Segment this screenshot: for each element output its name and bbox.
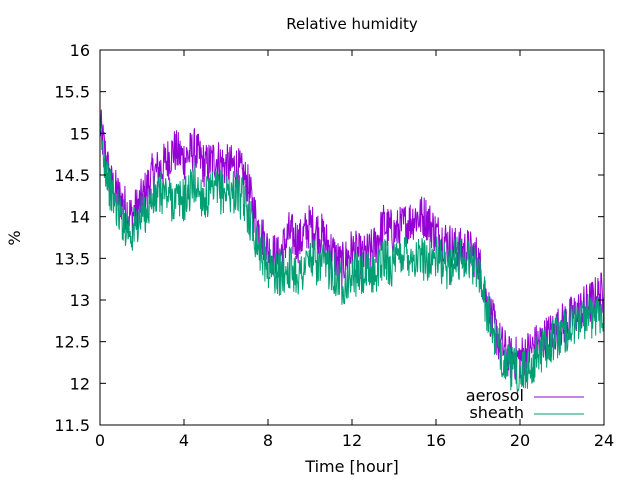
y-tick-label: 13 [70,291,90,310]
y-tick-label: 15.5 [54,83,90,102]
series-line-aerosol [99,109,605,380]
x-tick-label: 12 [342,431,362,450]
x-tick-label: 20 [510,431,530,450]
y-tick-label: 15 [70,124,90,143]
x-tick-label: 8 [263,431,273,450]
x-axis-ticks: 0 4 8 12 16 20 24 [95,50,614,450]
series-line-sheath [99,113,605,394]
y-tick-label: 16 [70,41,90,60]
chart-title: Relative humidity [286,15,418,33]
y-axis-label: % [5,230,24,245]
legend-label-sheath: sheath [469,403,524,422]
y-axis-ticks: 11.5 12 12.5 13 13.5 14 14.5 15 15.5 16 [54,41,604,435]
legend: aerosol sheath [466,386,584,422]
x-axis-label: Time [hour] [304,457,398,476]
legend-label-aerosol: aerosol [466,386,524,405]
x-tick-label: 24 [594,431,614,450]
y-tick-label: 12.5 [54,333,90,352]
y-tick-label: 13.5 [54,249,90,268]
y-tick-label: 11.5 [54,416,90,435]
y-tick-label: 14.5 [54,166,90,185]
x-tick-label: 4 [179,431,189,450]
y-tick-label: 12 [70,374,90,393]
series-layer [99,109,605,394]
x-tick-label: 0 [95,431,105,450]
y-tick-label: 14 [70,208,90,227]
x-tick-label: 16 [426,431,446,450]
